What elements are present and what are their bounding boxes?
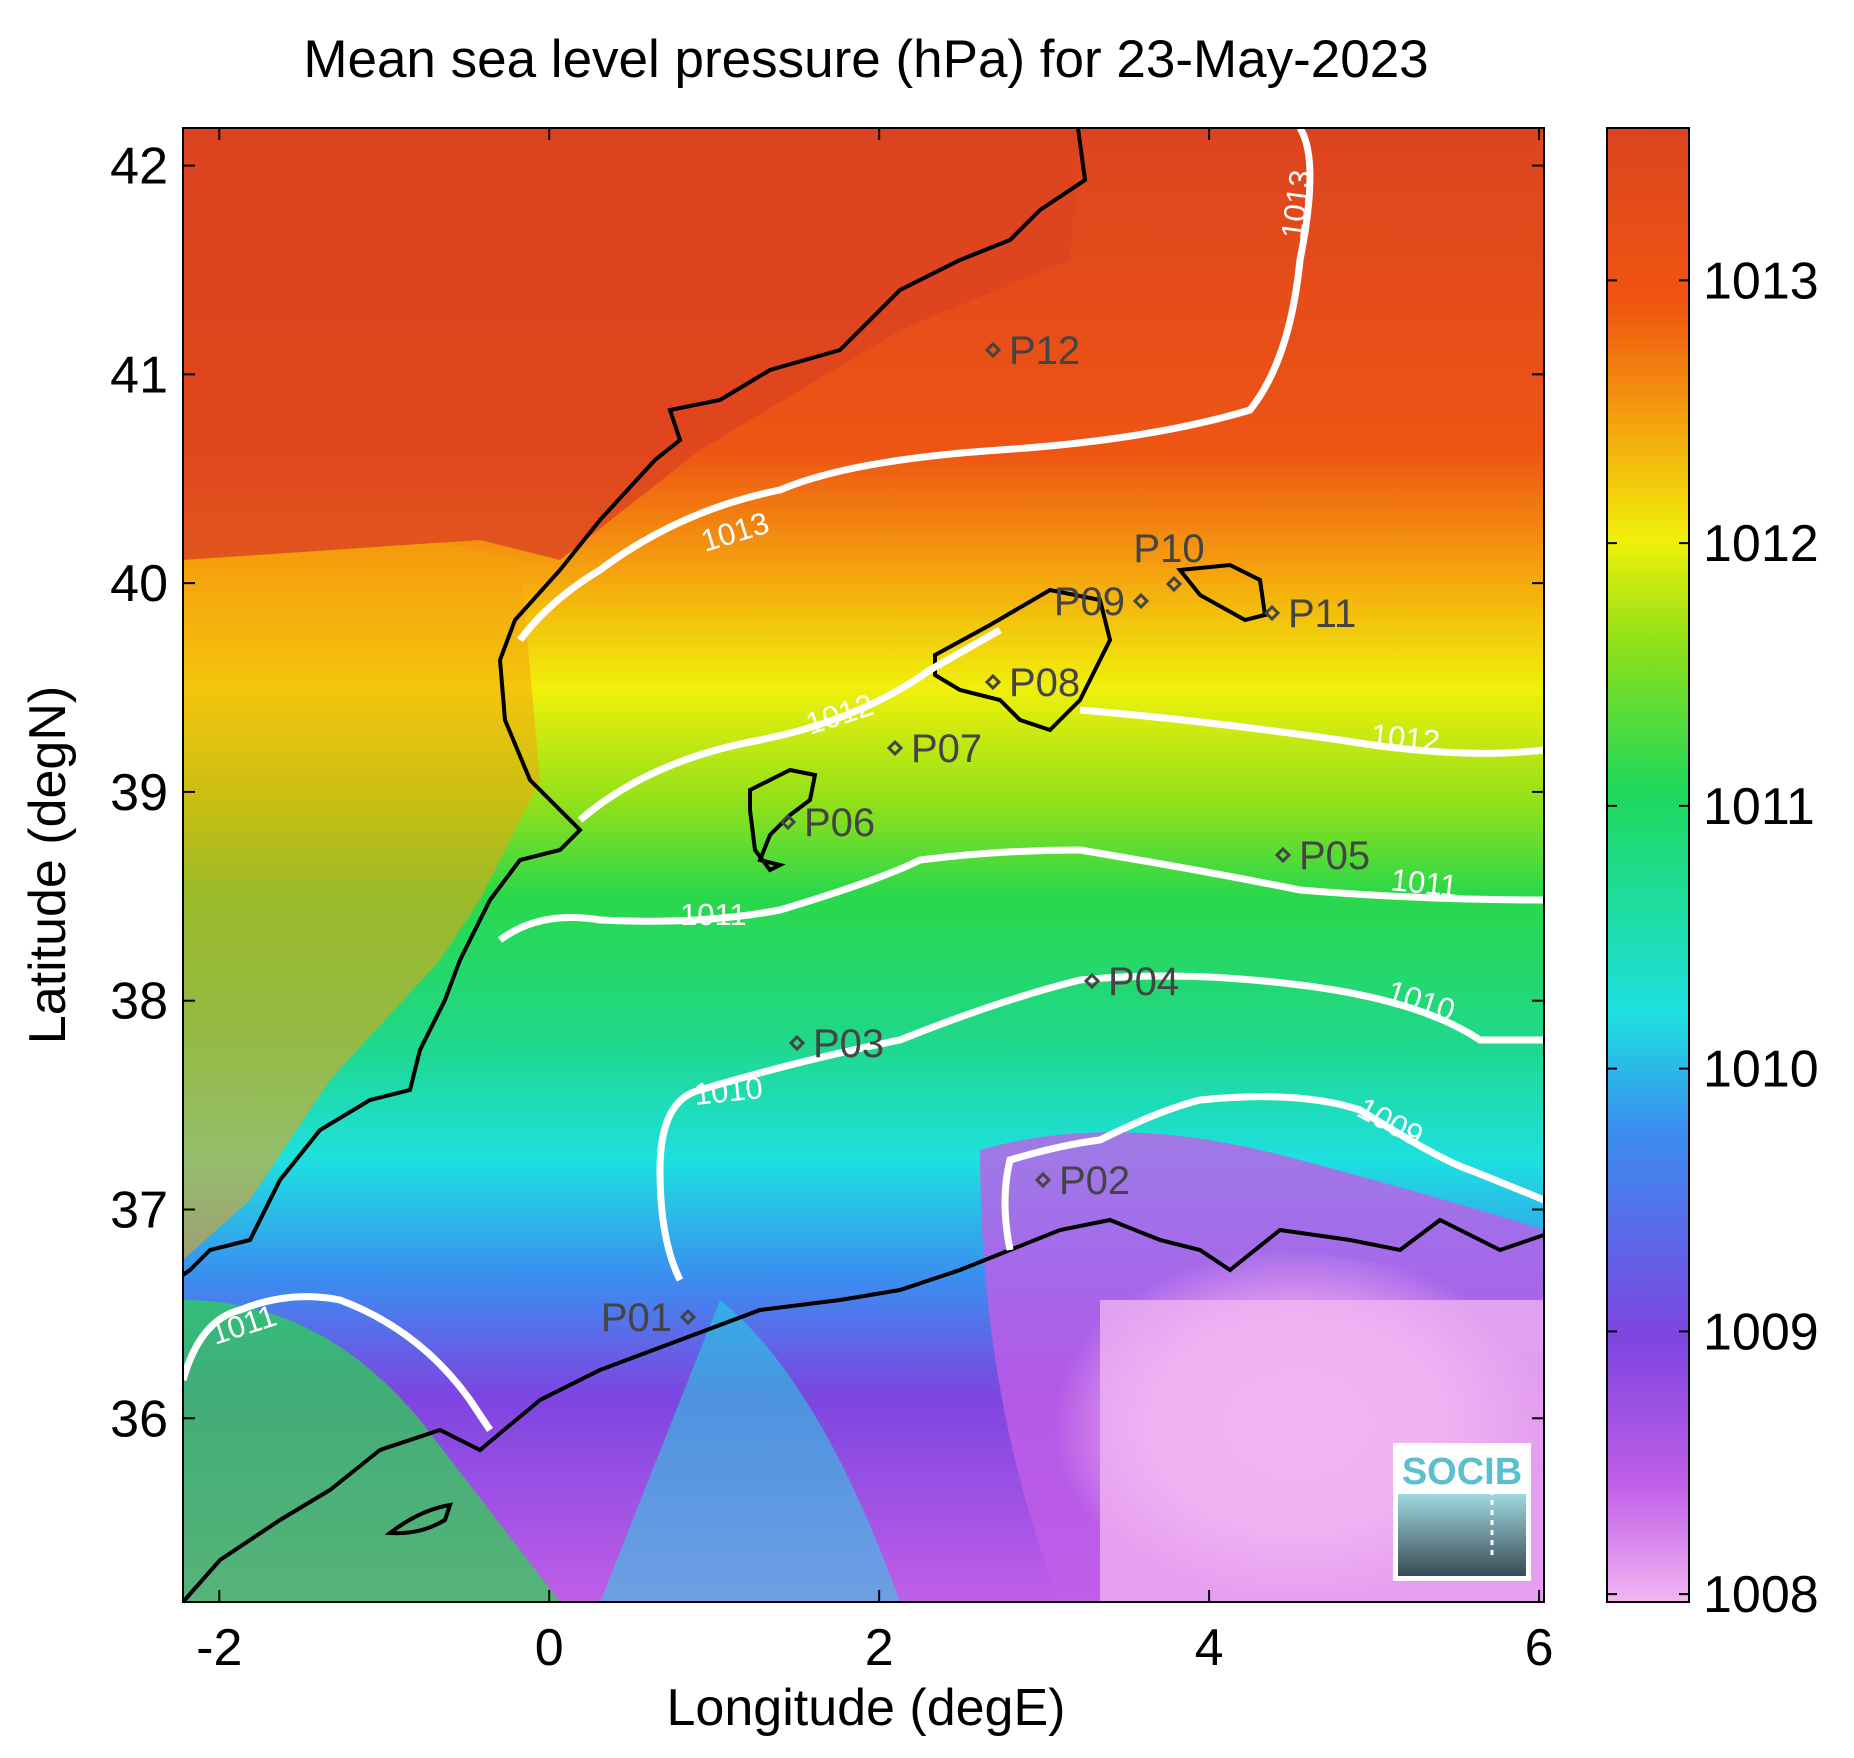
chart-title: Mean sea level pressure (hPa) for 23-May… bbox=[303, 30, 1428, 89]
colorbar bbox=[1606, 127, 1690, 1603]
x-tick-label: 0 bbox=[535, 1619, 564, 1677]
colorbar-tick-label: 1008 bbox=[1703, 1566, 1819, 1624]
station-marker bbox=[1274, 846, 1292, 864]
station-label: P06 bbox=[804, 801, 875, 845]
station-marker bbox=[788, 1034, 806, 1052]
x-tick-label: 6 bbox=[1525, 1619, 1554, 1677]
station-label: P07 bbox=[911, 727, 982, 771]
station-marker bbox=[984, 341, 1002, 359]
station-marker bbox=[984, 673, 1002, 691]
contour-label-1011a: 1011 bbox=[680, 897, 747, 932]
station-marker bbox=[1165, 575, 1183, 593]
x-tick-label: 4 bbox=[1195, 1619, 1224, 1677]
y-tick-label: 40 bbox=[110, 555, 168, 613]
x-tick-label: 2 bbox=[865, 1619, 894, 1677]
station-label: P01 bbox=[601, 1296, 672, 1340]
station-label: P05 bbox=[1299, 834, 1370, 878]
station-label: P11 bbox=[1288, 592, 1356, 636]
y-axis-label: Latitude (degN) bbox=[19, 686, 77, 1044]
plot-frame bbox=[182, 127, 1545, 1603]
isobar-1009 bbox=[1001, 1093, 1546, 1251]
socib-logo: SOCIB bbox=[1393, 1443, 1531, 1581]
y-tick-label: 36 bbox=[110, 1390, 168, 1448]
y-axis: 36 37 38 39 40 41 42 bbox=[110, 138, 1544, 1448]
station-marker bbox=[886, 739, 904, 757]
isobar-1011 bbox=[497, 846, 1545, 943]
station-label: P02 bbox=[1059, 1159, 1130, 1203]
station-label: P12 bbox=[1009, 329, 1080, 373]
colorbar-tick-label: 1010 bbox=[1703, 1041, 1819, 1099]
station-label: P10 bbox=[1133, 527, 1204, 571]
y-tick-label: 37 bbox=[110, 1181, 168, 1239]
isobar-1011-sw bbox=[179, 1293, 493, 1432]
y-tick-label: 41 bbox=[110, 346, 168, 404]
station-label: P08 bbox=[1009, 661, 1080, 705]
isobar-1013 bbox=[517, 126, 1314, 643]
colorbar-tick-label: 1009 bbox=[1703, 1303, 1819, 1361]
contour-label-1011b: 1011 bbox=[1389, 862, 1459, 904]
pressure-field bbox=[183, 128, 1544, 1602]
station-marker bbox=[1083, 972, 1101, 990]
colorbar-tick-label: 1011 bbox=[1703, 778, 1815, 836]
colorbar-tick-label: 1012 bbox=[1703, 515, 1819, 573]
contour-label-1010a: 1010 bbox=[692, 1070, 764, 1112]
isobar-1012-west bbox=[577, 626, 1002, 823]
x-axis-label: Longitude (degE) bbox=[667, 1679, 1066, 1737]
isobar-1010 bbox=[656, 972, 1544, 1282]
station-marker bbox=[679, 1308, 697, 1326]
coastline bbox=[181, 127, 1545, 1604]
isobar-1012-east bbox=[1079, 706, 1545, 757]
x-axis: -2 0 2 4 6 bbox=[196, 128, 1554, 1677]
station-marker bbox=[779, 813, 797, 831]
station-marker bbox=[1132, 592, 1150, 610]
contour-label-1012b: 1012 bbox=[1369, 717, 1441, 759]
colorbar-tick-label: 1013 bbox=[1703, 252, 1819, 310]
y-tick-label: 38 bbox=[110, 973, 168, 1031]
colorbar-ticks: 1008 1009 1010 1011 1012 1013 bbox=[1607, 252, 1819, 1624]
logo-text: SOCIB bbox=[1402, 1451, 1522, 1493]
station-label: P03 bbox=[813, 1022, 884, 1066]
y-tick-label: 42 bbox=[110, 138, 168, 196]
station-label: P09 bbox=[1054, 580, 1125, 624]
station-marker bbox=[1263, 604, 1281, 622]
station-label: P04 bbox=[1108, 960, 1179, 1004]
isobars bbox=[179, 126, 1546, 1432]
station-marker bbox=[1034, 1171, 1052, 1189]
x-tick-label: -2 bbox=[196, 1619, 242, 1677]
y-tick-label: 39 bbox=[110, 764, 168, 822]
